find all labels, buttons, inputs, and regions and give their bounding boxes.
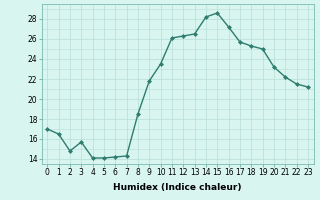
X-axis label: Humidex (Indice chaleur): Humidex (Indice chaleur) [113,183,242,192]
